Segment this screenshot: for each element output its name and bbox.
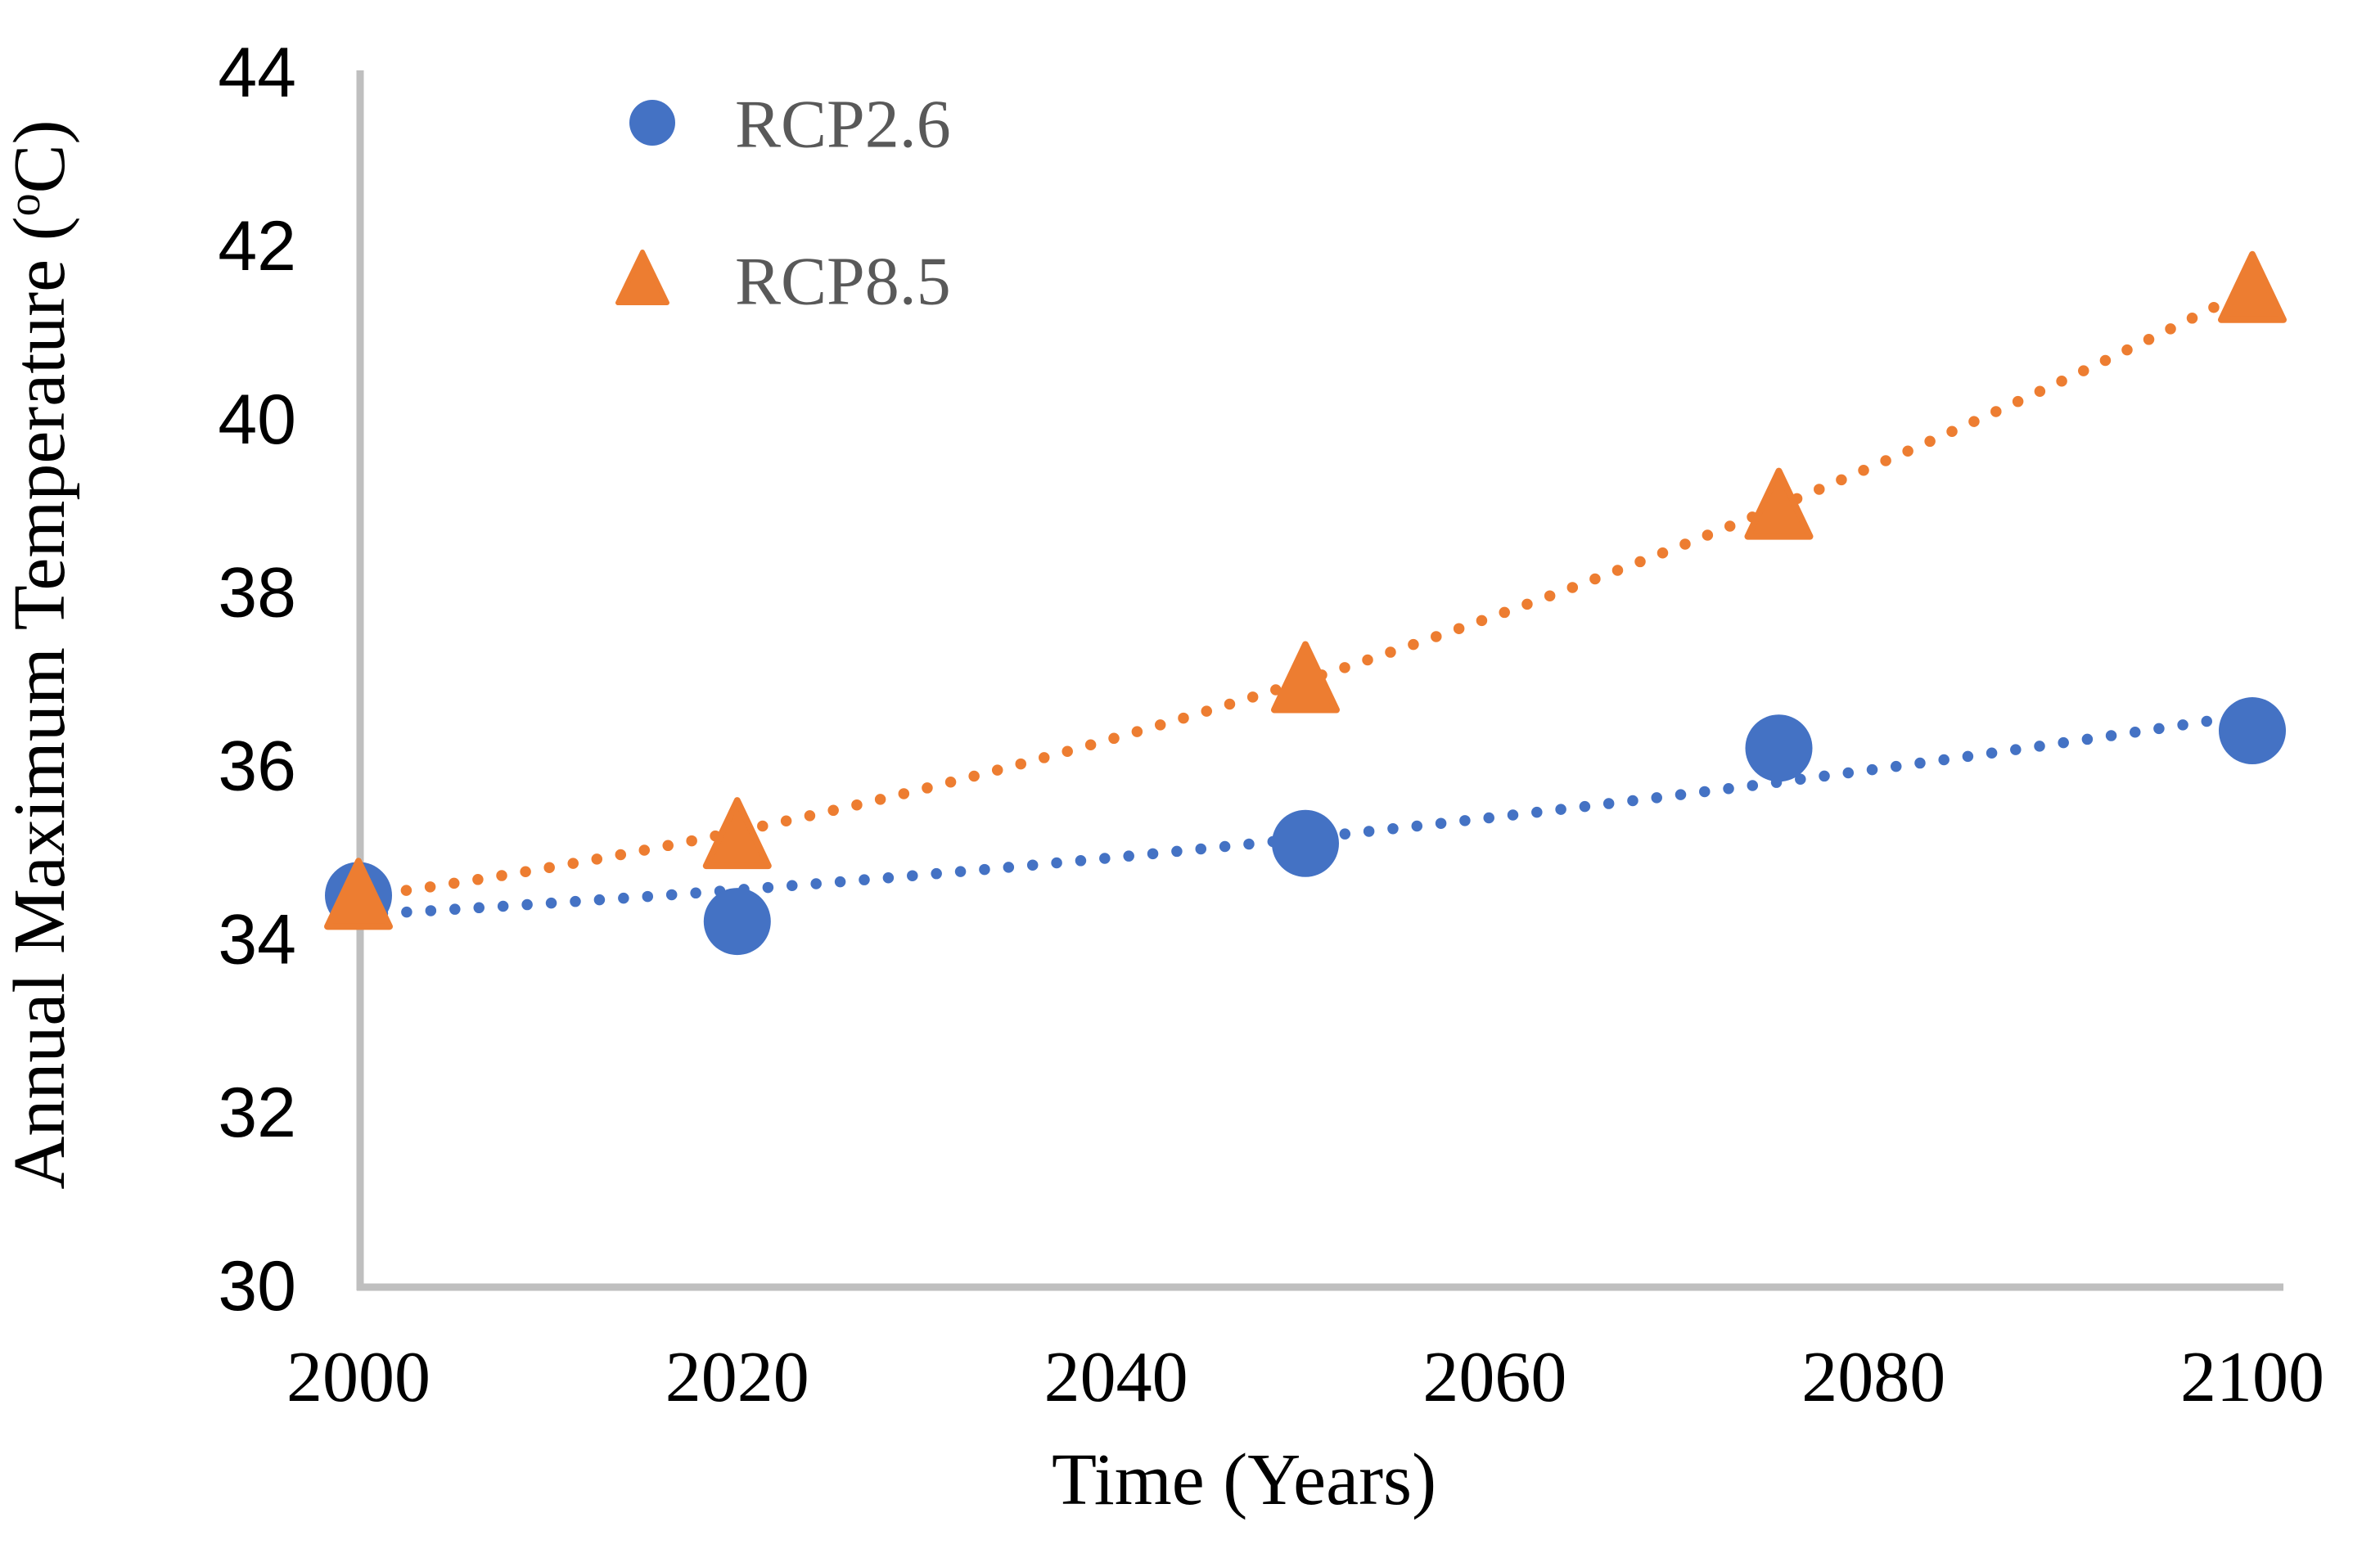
legend: RCP2.6 RCP8.5 xyxy=(615,86,951,319)
legend-marker-rcp26 xyxy=(629,100,675,146)
y-axis-title: Annual Maximum Temperature (oC) xyxy=(0,119,80,1189)
x-tick-label: 2060 xyxy=(1422,1338,1566,1417)
data-point-rcp2.6 xyxy=(1745,714,1813,782)
data-point-rcp8.5 xyxy=(702,797,772,870)
x-tick-label: 2000 xyxy=(286,1338,430,1417)
x-tick-label: 2080 xyxy=(1801,1338,1945,1417)
x-tick-label: 2100 xyxy=(2180,1338,2324,1417)
y-tick-label: 42 xyxy=(218,207,296,286)
y-tick-label: 34 xyxy=(218,900,296,979)
trendlines xyxy=(353,272,2277,921)
y-tick-label: 38 xyxy=(218,554,296,633)
data-point-rcp8.5 xyxy=(324,858,393,930)
y-tick-label: 40 xyxy=(218,380,296,459)
legend-label-rcp85: RCP8.5 xyxy=(735,243,951,319)
y-tick-label: 44 xyxy=(218,34,296,112)
trendline-rcp8.5 xyxy=(353,272,2277,903)
data-point-rcp2.6 xyxy=(2219,697,2286,765)
legend-label-rcp26: RCP2.6 xyxy=(735,86,951,162)
data-point-rcp8.5 xyxy=(1744,467,1814,540)
data-point-rcp8.5 xyxy=(2218,250,2287,323)
y-tick-label: 36 xyxy=(218,727,296,806)
data-points xyxy=(324,250,2287,956)
x-axis-title: Time (Years) xyxy=(1052,1439,1436,1520)
x-tick-label: 2040 xyxy=(1044,1338,1188,1417)
y-tick-label: 30 xyxy=(218,1247,296,1326)
data-point-rcp2.6 xyxy=(1272,809,1339,877)
y-axis-tick-labels: 30 32 34 36 38 40 42 44 xyxy=(218,34,296,1326)
data-point-rcp2.6 xyxy=(703,888,771,956)
y-tick-label: 32 xyxy=(218,1074,296,1152)
data-point-rcp8.5 xyxy=(1271,641,1340,714)
legend-marker-rcp85 xyxy=(615,250,669,305)
x-axis-tick-labels: 2000 2020 2040 2060 2080 2100 xyxy=(286,1338,2324,1417)
x-tick-label: 2020 xyxy=(665,1338,809,1417)
